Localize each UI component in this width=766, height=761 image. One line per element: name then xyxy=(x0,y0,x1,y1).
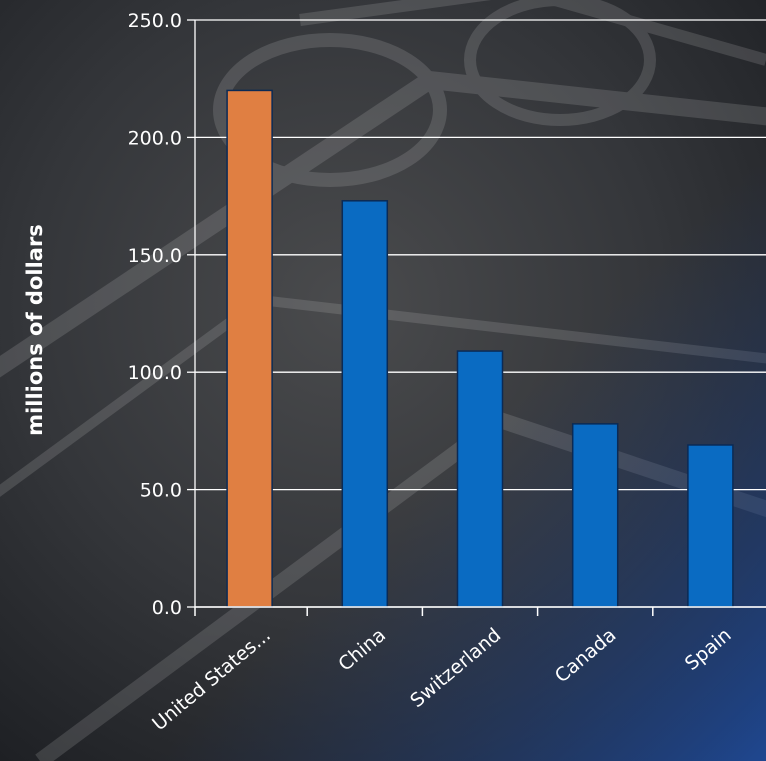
y-tick-label: 0.0 xyxy=(152,597,182,619)
y-tick-label: 150.0 xyxy=(128,245,182,267)
bar xyxy=(226,89,273,608)
y-axis-title: millions of dollars xyxy=(23,224,47,436)
y-tick-label: 50.0 xyxy=(140,480,182,502)
y-tick-label: 200.0 xyxy=(128,127,182,149)
bars-group xyxy=(226,89,734,608)
bar xyxy=(341,200,389,608)
y-tick-label: 100.0 xyxy=(128,362,182,384)
bar xyxy=(571,423,619,608)
x-axis xyxy=(194,606,766,616)
bar xyxy=(687,444,734,608)
y-axis-ticks: 0.0 50.0 100.0 150.0 200.0 250.0 xyxy=(128,10,196,619)
y-tick-label: 250.0 xyxy=(128,10,182,32)
bar xyxy=(456,350,504,608)
